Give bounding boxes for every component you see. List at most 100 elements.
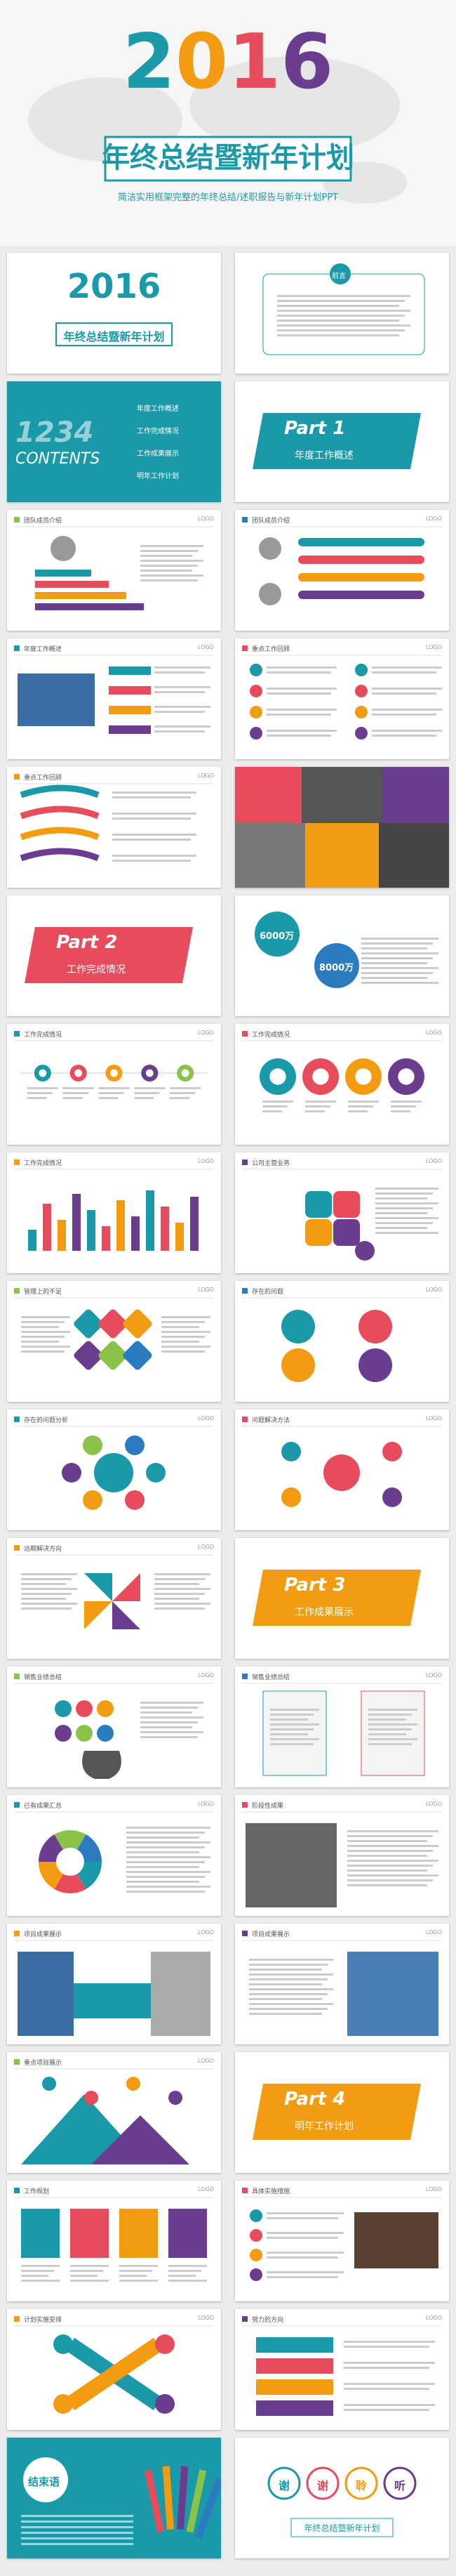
text-line (277, 295, 410, 297)
title-icon (14, 1545, 20, 1551)
bar-deco (87, 1210, 95, 1251)
text-line (277, 310, 410, 312)
slide-thumb[interactable]: 工作完成情况 LOGO (7, 1152, 221, 1273)
pencil (127, 2476, 156, 2539)
slide-thumb[interactable]: 努力的方向 LOGO (235, 2309, 449, 2430)
slide-thumb[interactable]: 销售业绩总结 LOGO (235, 1667, 449, 1787)
part-heading: 工作成果展示 (295, 1607, 354, 1618)
tile (305, 1191, 332, 1218)
icon-circle (83, 1490, 102, 1510)
slide-thumb[interactable]: 结束语 (7, 2438, 221, 2558)
text-line (21, 2265, 60, 2267)
slide-thumb[interactable]: 前言 (235, 253, 449, 374)
tag (109, 725, 151, 734)
text-line (154, 1593, 205, 1595)
text-line (375, 1207, 433, 1209)
text-line (277, 315, 405, 317)
bar-deco (72, 1194, 81, 1251)
text-line (391, 1110, 410, 1112)
text-line (372, 730, 442, 732)
icon-circle (382, 1442, 402, 1461)
text-line (21, 1588, 77, 1590)
slide-thumb[interactable]: 重点项目展示 LOGO (7, 2052, 221, 2173)
logo: LOGO (198, 773, 214, 779)
bullet (250, 706, 262, 718)
thanks-char: 谢 (279, 2479, 290, 2492)
slide-thumb[interactable]: 已有成果汇总 LOGO (7, 1795, 221, 1916)
contents-item: 年度工作概述 (137, 405, 179, 413)
slide-thumb[interactable] (235, 767, 449, 888)
slide-thumb[interactable]: 重点工作回顾 LOGO (235, 638, 449, 759)
text-line (249, 1988, 333, 1990)
slide-thumb[interactable]: Part 3 工作成果展示 (235, 1538, 449, 1659)
card (119, 2209, 158, 2258)
text-line (154, 1608, 205, 1610)
slide-thumb[interactable]: 具体实施措施 LOGO (235, 2181, 449, 2301)
title-icon (242, 2316, 248, 2322)
slide-thumb[interactable]: 公司主营业务 LOGO (235, 1152, 449, 1273)
frame (262, 273, 425, 355)
bullet (355, 685, 368, 697)
slide-art (235, 767, 449, 888)
icon-circle (76, 1725, 93, 1742)
bar-deco (58, 1220, 66, 1251)
text-line (344, 2409, 429, 2411)
text-line (262, 1110, 282, 1112)
slide-thumb[interactable]: 工作完成情况 LOGO (235, 1024, 449, 1145)
text-line (168, 2280, 207, 2282)
slide-thumb[interactable]: 团队成员介绍 LOGO (235, 510, 449, 631)
thanks-char: 聆 (356, 2479, 368, 2492)
bar-deco (28, 1230, 36, 1251)
text-line (112, 813, 196, 815)
icon-dot (181, 1069, 189, 1077)
bullet (355, 727, 368, 740)
slide-thumb[interactable]: 销售业绩总结 LOGO (7, 1667, 221, 1787)
slide-thumb[interactable]: 年度工作概述 LOGO (7, 638, 221, 759)
text-line (372, 688, 442, 690)
slide-thumb[interactable]: 管理上的不足 LOGO (7, 1281, 221, 1402)
text-line (161, 1346, 210, 1348)
slide-thumb[interactable]: 1234 CONTENTS 年度工作概述 工作完成情况 工作成果展示 明年工作计划 (7, 381, 221, 502)
bulb (82, 1751, 121, 1779)
bullet (250, 2229, 262, 2242)
slide-thumb[interactable]: 项目成果展示 LOGO (7, 1924, 221, 2044)
slide-thumb[interactable]: Part 1 年度工作概述 (235, 381, 449, 502)
slide-thumb[interactable]: 工作完成情况 LOGO (7, 1024, 221, 1145)
text-line (134, 1087, 166, 1089)
slide-thumb[interactable]: 问题解决方法 LOGO (235, 1409, 449, 1530)
stat-label: 6000万 (260, 931, 295, 942)
slide-thumb[interactable]: 团队成员介绍 LOGO (7, 510, 221, 631)
text-line (348, 1110, 368, 1112)
slide-title: 远期解决方向 (24, 1546, 62, 1553)
text-line (154, 1583, 199, 1585)
slide-title: 工作完成情况 (252, 1032, 290, 1039)
ribbon (256, 2358, 333, 2374)
slide-thumb[interactable]: 项目成果展示 LOGO (235, 1924, 449, 2044)
slide-thumb[interactable]: 工作规划 LOGO (7, 2181, 221, 2301)
slide-thumb[interactable]: Part 4 明年工作计划 (235, 2052, 449, 2173)
text-line (267, 714, 331, 716)
slide-thumb[interactable]: 重点工作回顾 LOGO (7, 767, 221, 888)
text-line (112, 817, 191, 820)
title-icon (14, 1802, 20, 1808)
slide-thumb[interactable]: Part 2 工作完成情况 (7, 895, 221, 1016)
logo: LOGO (426, 644, 442, 650)
slide-art (242, 1802, 442, 1907)
slide-thumb[interactable]: 远期解决方向 LOGO (7, 1538, 221, 1659)
slide-thumb[interactable]: 阶段性成果 LOGO (235, 1795, 449, 1916)
badge (23, 2457, 68, 2502)
slide-thumb[interactable]: 6000万 8000万 (235, 895, 449, 1016)
text-line (267, 2271, 344, 2273)
text-line (140, 1731, 203, 1733)
slide-thumb[interactable]: 谢 谢 聆 听年终总结暨新年计划 (235, 2438, 449, 2558)
slide-thumb[interactable]: 存在的问题 LOGO (235, 1281, 449, 1402)
slide-art (14, 2059, 214, 2164)
slide-title: 项目成果展示 (24, 1931, 62, 1938)
text-line (375, 1202, 438, 1204)
icon-circle (125, 1490, 145, 1510)
slide-thumb[interactable]: 2016 年终总结暨新年计划 (7, 253, 221, 374)
slide-title: 问题解决方法 (252, 1417, 290, 1424)
slide-thumb[interactable]: 计划实施安排 LOGO (7, 2309, 221, 2430)
slide-thumb[interactable]: 存在的问题分析 LOGO (7, 1409, 221, 1530)
title-icon (242, 1288, 248, 1294)
